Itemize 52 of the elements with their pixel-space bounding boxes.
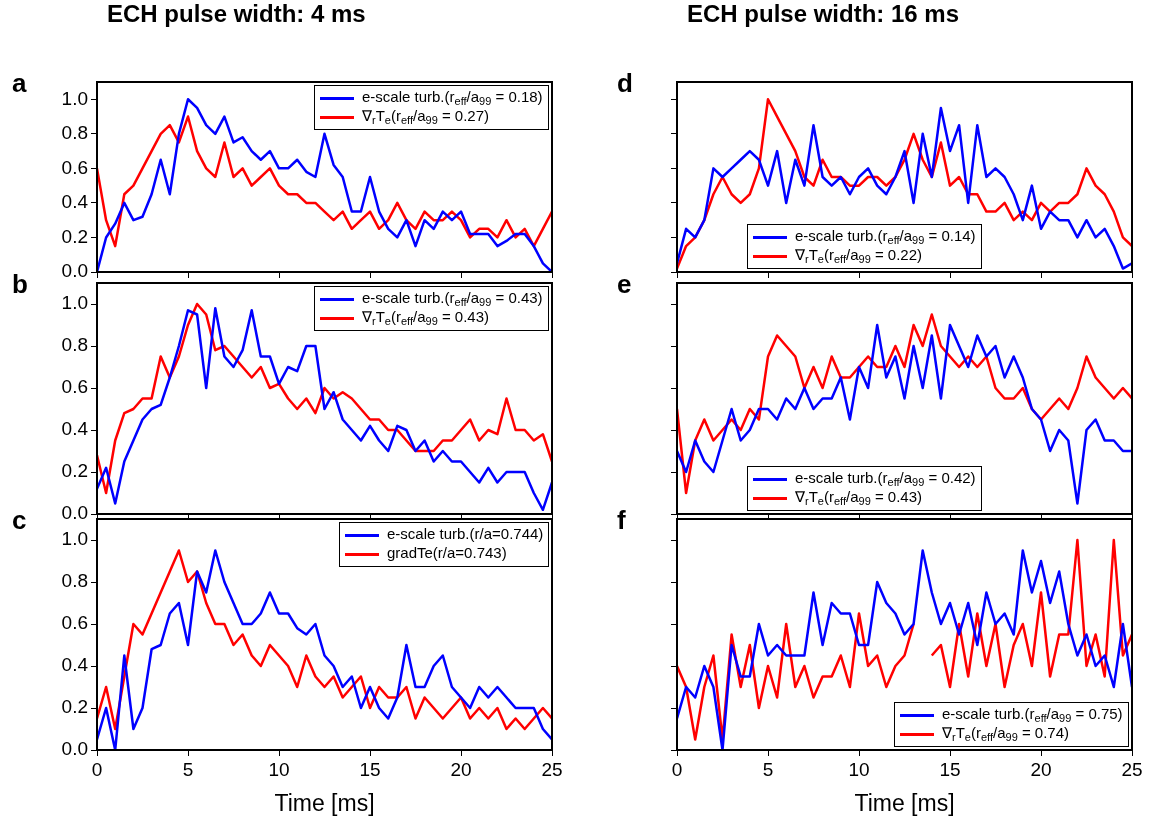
- text: ∇$_{r}$T$_{e}$(r$_{eff}$/a$_{99}$ = 0.43): [795, 488, 923, 507]
- text: a: [12, 68, 27, 99]
- y-tick-label: 0.0: [61, 502, 88, 524]
- y-tick-label: 0.4: [61, 654, 89, 676]
- x-tick-label: 15: [939, 758, 961, 780]
- y-tick-label: 1.0: [61, 292, 88, 314]
- y-tick-label: 0.2: [61, 460, 88, 482]
- y-tick-label: 0.8: [61, 334, 88, 356]
- x-tick-label: 0: [671, 758, 683, 780]
- x-axis-title: Time [ms]: [274, 789, 375, 816]
- chart-title: ECH pulse width: 16 ms: [686, 0, 961, 28]
- legend-label: e-scale turb.(r/a=0.744): [387, 525, 544, 542]
- y-tick-label: 0.2: [61, 696, 88, 718]
- chart-title: ECH pulse width: 4 ms: [106, 0, 367, 28]
- x-tick-label: 5: [182, 758, 194, 780]
- legend-label: gradTe(r/a=0.743): [387, 544, 507, 561]
- x-tick-label: 10: [268, 758, 290, 780]
- y-tick-label: 0.6: [61, 612, 88, 634]
- x-tick-label: 10: [848, 758, 870, 780]
- text: ∇$_{r}$T$_{e}$(r$_{eff}$/a$_{99}$ = 0.43): [362, 308, 490, 327]
- text: b: [12, 269, 28, 300]
- y-tick-label: 0.8: [61, 570, 88, 592]
- y-tick-label: 1.0: [61, 87, 88, 109]
- x-tick-label: 25: [1121, 758, 1143, 780]
- y-tick-label: 1.0: [61, 528, 88, 550]
- legend-label: e-scale turb.(r$_{eff}$/a$_{99}$ = 0.75): [942, 705, 1123, 724]
- legend-label: e-scale turb.(r$_{eff}$/a$_{99}$ = 0.43): [362, 289, 543, 308]
- y-tick-label: 0.6: [61, 376, 88, 398]
- x-tick-label: 0: [91, 758, 103, 780]
- y-tick-label: 0.4: [61, 191, 89, 213]
- x-tick-label: 5: [762, 758, 774, 780]
- x-axis-title: Time [ms]: [854, 789, 955, 816]
- x-tick-label: 20: [1030, 758, 1052, 780]
- y-tick-label: 0.0: [61, 260, 88, 282]
- y-tick-label: 0.0: [61, 738, 88, 760]
- text: ∇$_{r}$T$_{e}$(r$_{eff}$/a$_{99}$ = 0.27): [362, 107, 490, 126]
- y-tick-label: 0.6: [61, 156, 88, 178]
- legend-label: e-scale turb.(r$_{eff}$/a$_{99}$ = 0.18): [362, 88, 543, 107]
- text: f: [617, 505, 626, 536]
- text: ∇$_{r}$T$_{e}$(r$_{eff}$/a$_{99}$ = 0.74): [942, 724, 1070, 743]
- text: c: [12, 505, 27, 536]
- text: ∇$_{r}$T$_{e}$(r$_{eff}$/a$_{99}$ = 0.22): [795, 246, 923, 265]
- text: d: [617, 68, 633, 99]
- x-tick-label: 20: [450, 758, 472, 780]
- y-tick-label: 0.8: [61, 122, 88, 144]
- y-tick-label: 0.4: [61, 418, 89, 440]
- legend-label: e-scale turb.(r$_{eff}$/a$_{99}$ = 0.42): [795, 469, 976, 488]
- legend-label: e-scale turb.(r$_{eff}$/a$_{99}$ = 0.14): [795, 227, 976, 246]
- y-tick-label: 0.2: [61, 225, 88, 247]
- text: e: [617, 269, 632, 300]
- x-tick-label: 25: [541, 758, 563, 780]
- x-tick-label: 15: [359, 758, 381, 780]
